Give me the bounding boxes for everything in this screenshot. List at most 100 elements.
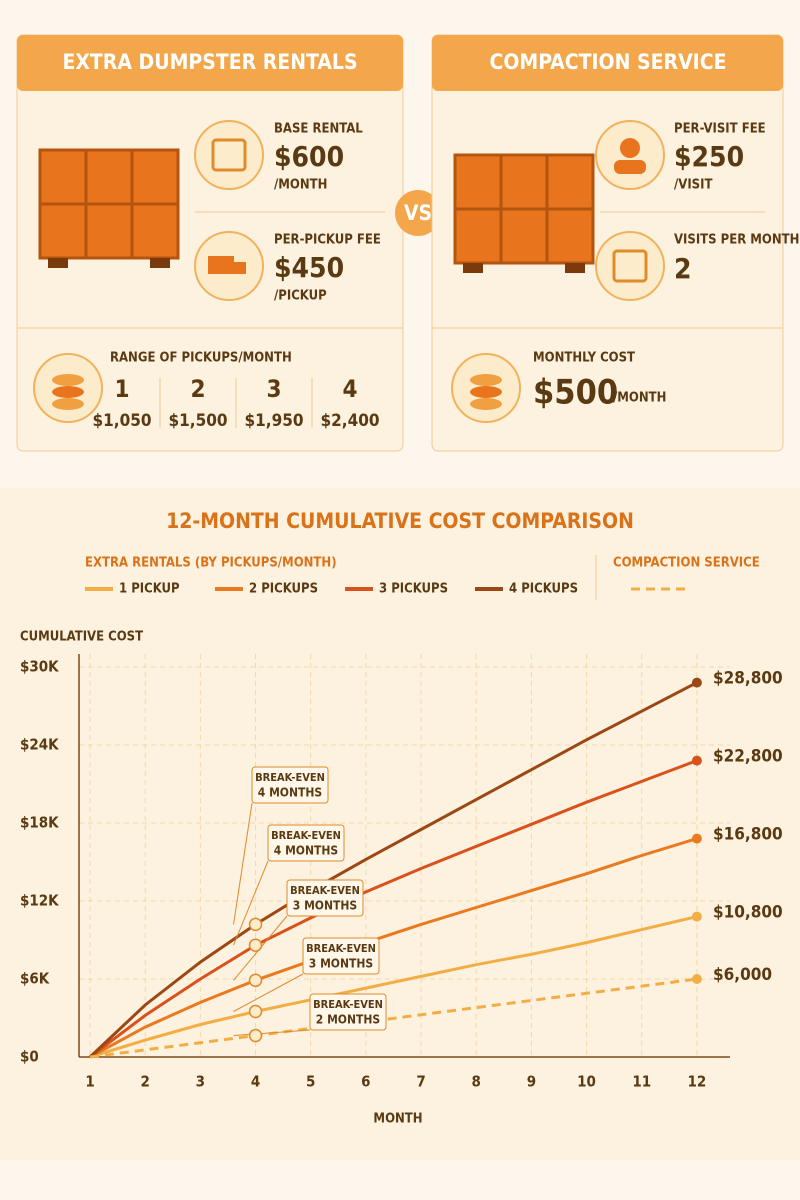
- pickup-cost: $1,500: [168, 411, 227, 431]
- right-card: COMPACTION SERVICE PER-VISIT FEE $250 /V…: [431, 34, 799, 452]
- price: $500: [533, 373, 618, 413]
- label: VISITS PER MONTH: [674, 233, 799, 248]
- price: $450: [274, 251, 344, 284]
- value-label: $16,800: [713, 825, 783, 845]
- pickup-count: 1: [114, 375, 129, 403]
- unit: /MONTH: [274, 178, 327, 193]
- x-tick-label: 9: [527, 1073, 536, 1091]
- series-line: [89, 837, 698, 1059]
- card-title: EXTRA DUMPSTER RENTALS: [62, 50, 357, 74]
- annotation-box: [286, 879, 364, 917]
- value: 2: [674, 252, 692, 285]
- annotation-detail: 4 MONTHS: [274, 844, 338, 858]
- annotation-label: BREAK-EVEN: [271, 829, 341, 842]
- range-options: 1 $1,050 2 $1,500 3 $1,950 4 $2,400: [92, 375, 379, 431]
- card-title: COMPACTION SERVICE: [490, 50, 727, 74]
- x-tick-label: 4: [251, 1073, 260, 1091]
- legend-label: COMPACTION SERVICE: [613, 556, 760, 571]
- x-tick-label: 11: [632, 1073, 651, 1091]
- label: PER-VISIT FEE: [674, 122, 766, 137]
- y-tick-label: $30K: [20, 658, 59, 676]
- x-axis-label: MONTH: [373, 1112, 422, 1127]
- y-tick-label: $24K: [20, 736, 59, 754]
- annotation-point: [248, 938, 263, 952]
- price: $250: [674, 140, 744, 173]
- y-tick-label: $12K: [20, 892, 59, 910]
- annotation-label: BREAK-EVEN: [255, 771, 325, 784]
- annotation-box: [302, 937, 380, 975]
- chart-panel: [0, 488, 800, 1160]
- pickup-cost: $2,400: [320, 411, 379, 431]
- annotation-leader: [233, 973, 304, 1012]
- legend-label: 1 PICKUP: [119, 582, 180, 597]
- annotation-point: [248, 1028, 263, 1043]
- end-point: [691, 755, 702, 766]
- annotation-detail: 3 MONTHS: [309, 957, 373, 971]
- y-tick-label: $0: [20, 1048, 39, 1066]
- x-tick-label: 6: [361, 1073, 370, 1091]
- calendar-icon: [194, 120, 264, 190]
- x-tick-label: 5: [306, 1073, 315, 1091]
- annotation-leader: [233, 1029, 311, 1037]
- legend-title: EXTRA RENTALS (BY PICKUPS/MONTH): [85, 556, 337, 571]
- x-tick-label: 10: [577, 1073, 596, 1091]
- value-label: $28,800: [713, 669, 783, 689]
- y-axis-label: CUMULATIVE COST: [20, 630, 143, 645]
- pickup-cost: $1,050: [92, 411, 151, 431]
- annotation-label: BREAK-EVEN: [306, 942, 376, 955]
- pickup-count: 4: [342, 375, 357, 403]
- series-line: [89, 915, 698, 1059]
- annotation-detail: 2 MONTHS: [316, 1013, 380, 1027]
- annotation-box: [309, 993, 387, 1031]
- x-tick-label: 2: [141, 1073, 150, 1091]
- end-point: [691, 974, 702, 984]
- annotation-leader: [233, 802, 253, 925]
- end-point: [691, 833, 702, 844]
- annotation-leader: [233, 915, 288, 981]
- y-tick-label: $18K: [20, 814, 59, 832]
- x-tick-label: 3: [196, 1073, 205, 1091]
- series-line: [89, 977, 698, 1059]
- legend-label: 3 PICKUPS: [379, 582, 448, 597]
- x-tick-label: 12: [688, 1073, 707, 1091]
- label: BASE RENTAL: [274, 122, 363, 137]
- price: $600: [274, 140, 344, 173]
- vs-badge: [395, 190, 441, 236]
- x-tick-label: 8: [472, 1073, 481, 1091]
- value-label: $6,000: [713, 965, 772, 985]
- annotation-detail: 3 MONTHS: [293, 899, 357, 913]
- compactor-icon: [453, 153, 595, 275]
- value-label: $10,800: [713, 903, 783, 923]
- end-point: [691, 677, 702, 688]
- annotation-label: BREAK-EVEN: [313, 998, 383, 1011]
- label: RANGE OF PICKUPS/MONTH: [110, 351, 292, 366]
- annotation-box: [267, 824, 345, 862]
- pickup-count: 2: [190, 375, 205, 403]
- x-tick-label: 1: [85, 1073, 94, 1091]
- x-tick-label: 7: [416, 1073, 425, 1091]
- annotation-point: [248, 917, 263, 932]
- unit: /PICKUP: [274, 289, 327, 304]
- dumpster-icon: [38, 148, 180, 270]
- chart-title: 12-MONTH CUMULATIVE COST COMPARISON: [166, 509, 634, 533]
- vs: VS: [404, 201, 432, 225]
- annotation-label: BREAK-EVEN: [290, 884, 360, 897]
- left-card: EXTRA DUMPSTER RENTALS BASE RENTAL $600 …: [16, 34, 404, 452]
- series-line: [89, 759, 698, 1059]
- annotation-point: [248, 1004, 263, 1019]
- calendar-icon: [595, 231, 665, 301]
- annotation-detail: 4 MONTHS: [258, 786, 322, 800]
- y-tick-label: $6K: [20, 970, 50, 988]
- label: MONTHLY COST: [533, 351, 635, 366]
- label: PER-PICKUP FEE: [274, 233, 381, 248]
- value-label: $22,800: [713, 747, 783, 767]
- pickup-cost: $1,950: [244, 411, 303, 431]
- unit: /VISIT: [674, 178, 712, 193]
- unit: /MONTH: [613, 391, 666, 406]
- series-line: [89, 681, 698, 1059]
- pickup-count: 3: [266, 375, 281, 403]
- legend-label: 4 PICKUPS: [509, 582, 578, 597]
- end-point: [691, 911, 702, 922]
